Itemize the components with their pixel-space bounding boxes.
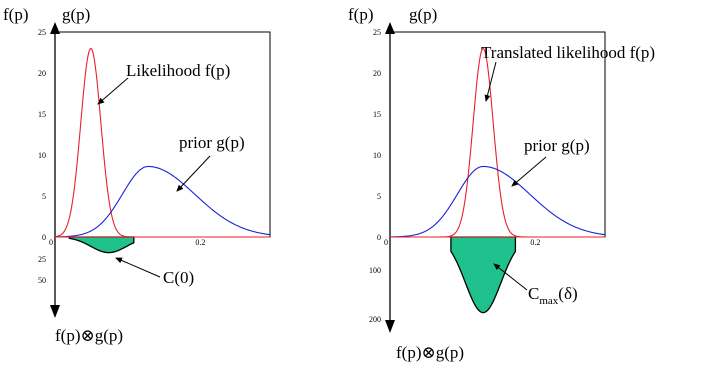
y-tick-label: 0 [42,233,46,242]
plot-frame [389,31,606,238]
y-tick-label: 25 [373,28,381,37]
y-tick-label: 20 [373,69,381,78]
convolution-peak-label: Cmax(δ) [528,284,578,307]
lower-y-tick-label: 50 [38,276,46,285]
convolution-axis-label: f(p)⊗g(p) [55,326,123,345]
lower-y-tick-label: 200 [369,315,381,324]
f-axis-label: f(p) [348,5,373,24]
convolution-peak-label: C(0) [163,268,194,287]
y-tick-label: 20 [38,69,46,78]
x-tick-label: 0.2 [195,238,205,247]
translated-likelihood-label: Translated likelihood f(p) [481,43,655,62]
y-tick-label: 15 [38,110,46,119]
axis-arrow-down [50,305,60,318]
f-axis-label: f(p) [3,5,28,24]
x-tick-label: 0.2 [530,238,540,247]
y-tick-label: 5 [377,192,381,201]
y-tick-label: 10 [38,151,46,160]
convolution-pointer [493,263,528,291]
prior-curve [54,165,271,238]
axis-arrow-up [50,22,60,34]
svg-text:Cmax(δ): Cmax(δ) [528,284,578,307]
convolution-area [450,236,517,314]
prior-curve [389,165,606,238]
prior-label: prior g(p) [179,133,245,152]
convolution-area [68,236,135,254]
y-tick-label: 10 [373,151,381,160]
prior-pointer [176,155,211,192]
prior-label: prior g(p) [524,136,590,155]
axis-arrow-down [385,320,395,333]
x-tick-label: 0 [49,238,53,247]
likelihood-pointer [97,77,129,105]
lower-y-tick-label: 25 [38,255,46,264]
likelihood-pointer [484,61,497,102]
y-tick-label: 15 [373,110,381,119]
convolution-pointer [115,257,161,278]
prior-pointer [511,156,547,187]
lower-y-tick-label: 100 [369,266,381,275]
axis-arrow-up [385,22,395,34]
convolution-axis-label: f(p)⊗g(p) [396,343,464,362]
y-tick-label: 5 [42,192,46,201]
x-tick-label: 0 [384,238,388,247]
y-tick-label: 0 [377,233,381,242]
right-chart: 25 20 15 10 5 00 0.2 100 200 f(p) g(p) Translate… [348,5,655,362]
y-tick-label: 25 [38,28,46,37]
g-axis-label: g(p) [409,5,437,24]
likelihood-label: Likelihood f(p) [126,61,230,80]
g-axis-label: g(p) [62,5,90,24]
